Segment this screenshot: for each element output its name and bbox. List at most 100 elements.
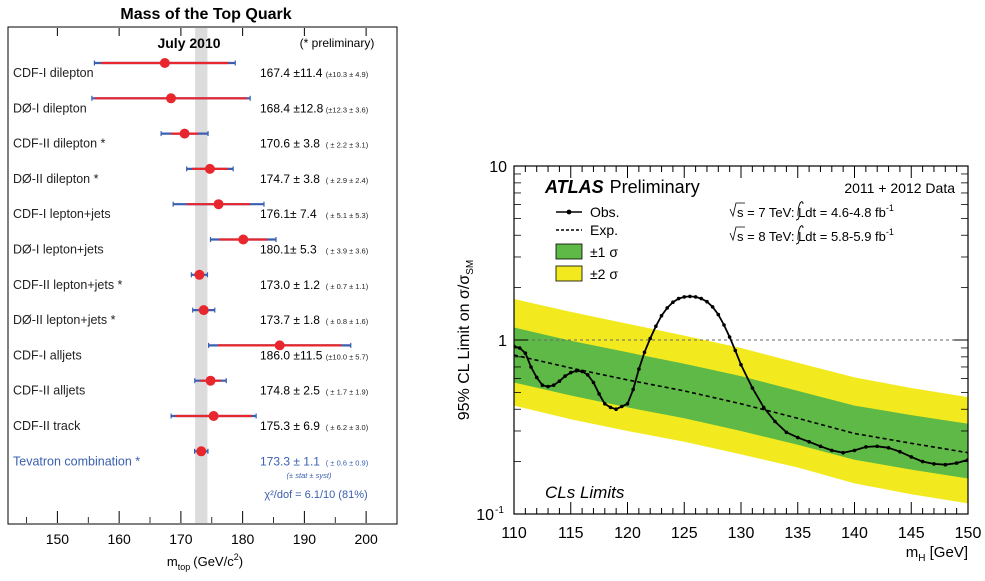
observed-point: [620, 404, 624, 409]
data-note: 2011 + 2012 Data: [844, 180, 955, 196]
preliminary-label: Preliminary: [610, 177, 700, 197]
measurement-breakdown: ( ± 2.9 ± 2.4): [326, 176, 369, 185]
x-label-unit-tail: ): [239, 554, 243, 569]
x-tick-label: 115: [558, 525, 584, 542]
legend-label: ±2 σ: [590, 266, 618, 282]
legend-item: ±2 σ: [555, 265, 618, 282]
observed-point: [529, 365, 533, 369]
x-label-m: m: [167, 554, 178, 569]
measurement-label: CDF-II lepton+jets *: [13, 278, 123, 292]
observed-point: [534, 375, 539, 380]
measurement-value: 167.4 ±11.4: [260, 66, 323, 80]
measurement-row: CDF-II track 175.3 ± 6.9 ( ± 6.2 ± 3.0): [13, 411, 369, 433]
y-tick-label: 10: [476, 507, 494, 524]
observed-point: [625, 402, 630, 406]
measurement-row: CDF-I lepton+jets 176.1± 7.4 ( ± 5.1 ± 5.3…: [13, 199, 369, 221]
observed-point: [654, 324, 658, 329]
measurement-value: 180.1± 5.3: [260, 243, 317, 257]
measurement-value: 173.7 ± 1.8: [260, 313, 320, 327]
measurement-breakdown: ( ± 3.9 ± 3.6): [326, 247, 369, 256]
observed-point: [586, 373, 590, 377]
observed-point: [909, 455, 914, 459]
x-tick-label: 110: [501, 525, 527, 542]
observed-point: [676, 296, 681, 301]
observed-point: [773, 419, 777, 424]
cls-limits-label: CLs Limits: [545, 483, 625, 502]
observed-point: [886, 446, 891, 450]
observed-point: [614, 407, 618, 412]
y-tick-label: 1: [498, 333, 507, 350]
observed-point: [699, 296, 704, 301]
observed-point: [920, 459, 925, 464]
x-tick-label: 190: [293, 531, 317, 547]
measurement-point: [198, 305, 209, 316]
measurement-breakdown: ( ± 0.6 ± 0.9): [326, 458, 369, 467]
measurement-row: CDF-I dilepton 167.4 ±11.4 (±10.3 ± 4.9): [13, 58, 369, 80]
observed-point: [682, 295, 687, 299]
observed-point: [727, 335, 732, 339]
mh-sub: H: [918, 553, 925, 564]
measurement-label: CDF-I alljets: [13, 348, 82, 362]
lumi-8tev: s = 8 TeV: Ldt = 5.8-5.9 fb-1: [729, 225, 894, 245]
mh-unit: [GeV]: [925, 544, 968, 561]
legend-label: Exp.: [590, 222, 618, 238]
measurement-point: [179, 128, 190, 139]
legend-marker: [566, 209, 572, 215]
x-tick-label: 160: [107, 531, 131, 547]
observed-point: [818, 444, 823, 449]
measurement-row: CDF-II dilepton * 170.6 ± 3.8 ( ± 2.2 ± 3.…: [13, 128, 369, 151]
observed-point: [693, 295, 698, 299]
top-mass-title: Mass of the Top Quark: [120, 6, 291, 23]
lumi-8tev-text: s = 8 TeV: Ldt = 5.8-5.9 fb-1: [737, 227, 894, 244]
observed-point: [569, 370, 573, 375]
observed-point: [875, 444, 879, 449]
observed-point: [637, 367, 641, 371]
measurement-label: Tevatron combination *: [13, 454, 140, 468]
observed-point: [642, 350, 647, 355]
observed-point: [898, 449, 902, 454]
y-tick-label-exponent: -1: [495, 505, 504, 516]
chi2-text: χ²/dof = 6.1/10 (81%): [264, 489, 367, 501]
measurement-breakdown: (±10.3 ± 4.9): [326, 70, 369, 79]
higgs-x-axis-label: mH [GeV]: [906, 544, 968, 564]
measurement-label: CDF-I lepton+jets: [13, 207, 111, 221]
limit-bands: [514, 294, 968, 504]
x-tick-label: 150: [46, 531, 70, 547]
observed-point: [796, 435, 800, 440]
lumi-7tev: s = 7 TeV: Ldt = 4.6-4.8 fb-1: [729, 201, 894, 221]
observed-point: [841, 450, 845, 455]
measurement-point: [196, 446, 207, 457]
x-tick-label: 120: [614, 525, 641, 542]
measurement-row: DØ-II lepton+jets * 173.7 ± 1.8 ( ± 0.8 ± …: [13, 305, 369, 327]
lumi-7tev-body: s = 7 TeV: Ldt = 4.6-4.8 fb: [737, 205, 886, 220]
x-tick-label: 200: [354, 531, 378, 547]
measurement-breakdown: ( ± 0.7 ± 1.1): [326, 282, 369, 291]
measurement-point: [166, 93, 177, 104]
observed-point: [852, 448, 857, 453]
legend-label: Obs.: [590, 204, 620, 220]
measurement-value: 174.7 ± 3.8: [260, 172, 320, 186]
measurement-value: 174.8 ± 2.5: [260, 384, 320, 398]
observed-point: [750, 386, 755, 390]
preliminary-note: (* preliminary): [300, 36, 375, 50]
higgs-y-axis-label: 95% CL Limit on σ/σSM: [456, 260, 476, 420]
legend-swatch-band: [555, 265, 583, 282]
y-label-main: 95% CL Limit on σ/σ: [456, 275, 473, 421]
measurement-point: [159, 58, 170, 68]
atlas-title: ATLAS Preliminary: [544, 177, 700, 197]
observed-point: [807, 440, 811, 444]
observed-point: [659, 313, 664, 318]
observed-point: [546, 384, 550, 389]
observed-point: [574, 369, 579, 373]
measurement-row: CDF-II lepton+jets * 173.0 ± 1.2 ( ± 0.7 ±…: [13, 269, 369, 292]
measurement-point: [208, 411, 219, 421]
measurement-point: [205, 375, 216, 386]
measurement-value: 173.3 ± 1.1: [260, 454, 320, 468]
legend-label: ±1 σ: [590, 244, 618, 260]
observed-point: [551, 383, 556, 388]
measurement-label: CDF-II alljets: [13, 384, 85, 398]
measurement-value: 176.1± 7.4: [260, 207, 317, 221]
observed-point: [665, 306, 669, 310]
